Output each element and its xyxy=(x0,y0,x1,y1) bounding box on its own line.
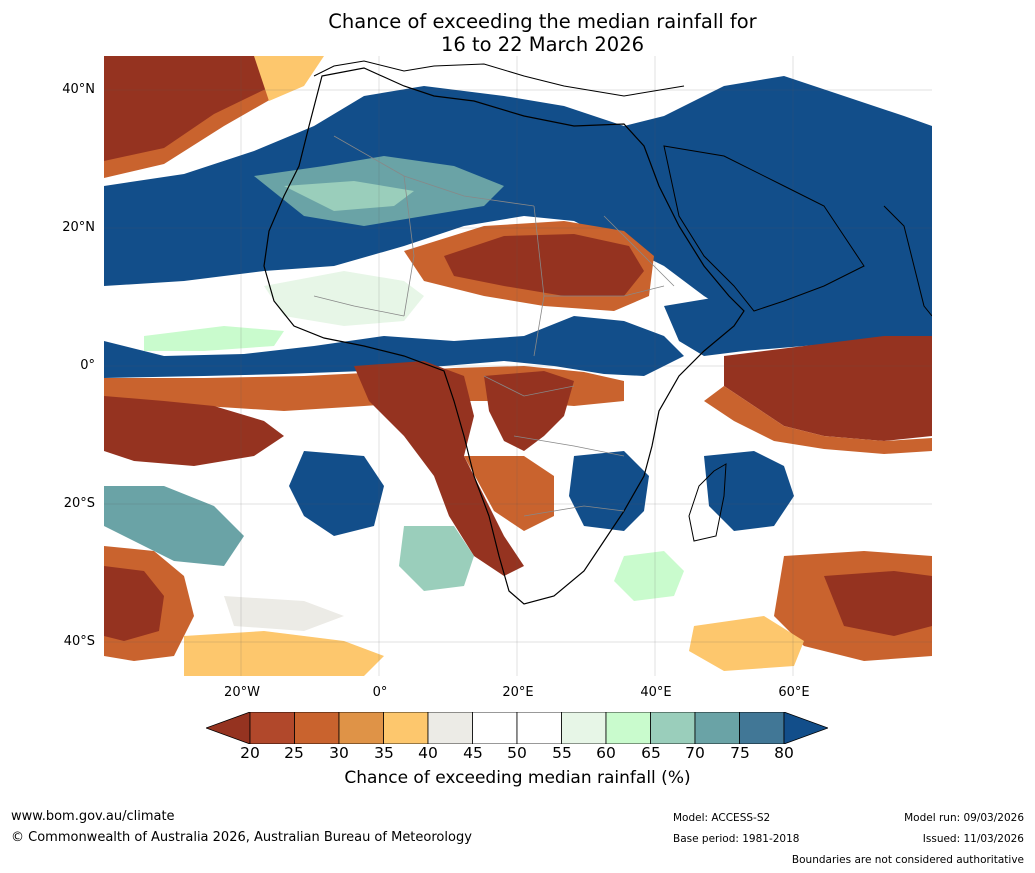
colorbar-segment xyxy=(561,712,607,744)
colorbar-segment xyxy=(338,712,384,744)
colorbar-extend-high xyxy=(783,712,828,744)
footer-base-period: Base period: 1981-2018 xyxy=(673,833,800,845)
lat-label-40n: 40°N xyxy=(62,82,95,97)
region-wet-east-africa xyxy=(664,296,932,356)
region-dry-indian-ocean xyxy=(724,336,932,441)
region-dry-indian-ocean-edge xyxy=(704,386,932,454)
lon-label-60e: 60°E xyxy=(778,685,810,700)
colorbar-segment xyxy=(605,712,651,744)
footer-website[interactable]: www.bom.gov.au/climate xyxy=(11,809,175,824)
lon-label-0: 0° xyxy=(372,685,388,700)
lon-label-40e: 40°E xyxy=(640,685,672,700)
footer-model: Model: ACCESS-S2 xyxy=(673,812,771,824)
colorbar-tick: 65 xyxy=(641,744,661,762)
colorbar-segment xyxy=(383,712,429,744)
region-dry-angola xyxy=(464,456,554,531)
madagascar-coastline xyxy=(688,463,727,542)
region-dry-south-west-core xyxy=(104,566,164,641)
region-wet-south-atlantic xyxy=(289,451,384,536)
region-green-mid xyxy=(144,326,284,351)
map-title-line2: 16 to 22 March 2026 xyxy=(440,33,645,56)
colorbar-tick: 20 xyxy=(240,744,260,762)
colorbar-extend-low xyxy=(206,712,251,744)
colorbar-segment xyxy=(694,712,740,744)
lon-label-20e: 20°E xyxy=(502,685,534,700)
region-dry-south-east-core xyxy=(824,571,932,636)
colorbar-tick: 40 xyxy=(418,744,438,762)
country-boundaries xyxy=(313,135,675,517)
map-title-line1: Chance of exceeding the median rainfall … xyxy=(328,10,757,33)
lat-label-0: 0° xyxy=(80,358,95,373)
graticule xyxy=(104,56,932,676)
region-wet-north xyxy=(104,76,932,326)
colorbar-tick: 60 xyxy=(596,744,616,762)
rainfall-map xyxy=(104,56,932,676)
region-wet-equatorial xyxy=(104,316,684,378)
colorbar-segment xyxy=(427,712,473,744)
colorbar-segment xyxy=(472,712,518,744)
africa-coastline xyxy=(263,67,745,605)
region-green-south xyxy=(399,526,474,591)
lat-label-20n: 20°N xyxy=(62,220,95,235)
region-green-south-2 xyxy=(614,551,684,601)
colorbar-tick: 80 xyxy=(774,744,794,762)
region-green-north xyxy=(284,181,414,211)
region-orange-north xyxy=(254,56,324,101)
region-dry-sahara-core xyxy=(444,234,644,296)
rainfall-map-svg xyxy=(104,56,932,676)
region-teal-south xyxy=(104,486,244,566)
colorbar-tick: 35 xyxy=(374,744,394,762)
footer-copyright: © Commonwealth of Australia 2026, Austra… xyxy=(11,830,472,845)
colorbar-segment xyxy=(650,712,696,744)
colorbar-tick: 30 xyxy=(329,744,349,762)
colorbar-tick: 45 xyxy=(463,744,483,762)
region-orange-south-2 xyxy=(689,616,804,671)
colorbar-tick: 55 xyxy=(552,744,572,762)
lon-label-20w: 20°W xyxy=(224,685,260,700)
region-wet-southern-africa xyxy=(569,451,649,531)
arabia-coastline xyxy=(663,145,865,312)
colorbar-tick: 75 xyxy=(730,744,750,762)
colorbar-segment xyxy=(249,712,295,744)
region-dry-north-west xyxy=(104,56,284,166)
colorbar-segment xyxy=(294,712,340,744)
colorbar-tick: 50 xyxy=(507,744,527,762)
colorbar-label: Chance of exceeding median rainfall (%) xyxy=(0,768,1035,788)
colorbar-tick: 70 xyxy=(685,744,705,762)
region-grey-south xyxy=(224,596,344,631)
colorbar-segment xyxy=(739,712,785,744)
footer-issued: Issued: 11/03/2026 xyxy=(922,833,1024,845)
colorbar-label-text: Chance of exceeding median rainfall (%) xyxy=(344,768,691,788)
lat-label-20s: 20°S xyxy=(63,496,95,511)
europe-coastline xyxy=(313,60,685,97)
region-dry-west-atlantic xyxy=(104,396,284,466)
region-orange-south xyxy=(184,631,384,676)
region-wet-madagascar xyxy=(704,451,794,531)
footer-model-run: Model run: 09/03/2026 xyxy=(904,812,1024,824)
colorbar-tick: 25 xyxy=(284,744,304,762)
footer-disclaimer: Boundaries are not considered authoritat… xyxy=(791,854,1024,866)
colorbar-segment xyxy=(516,712,562,744)
region-dry-congo xyxy=(354,361,524,576)
colorbar xyxy=(206,712,828,744)
lat-label-40s: 40°S xyxy=(63,634,95,649)
region-dry-central xyxy=(484,371,574,451)
india-coastline xyxy=(883,205,932,317)
